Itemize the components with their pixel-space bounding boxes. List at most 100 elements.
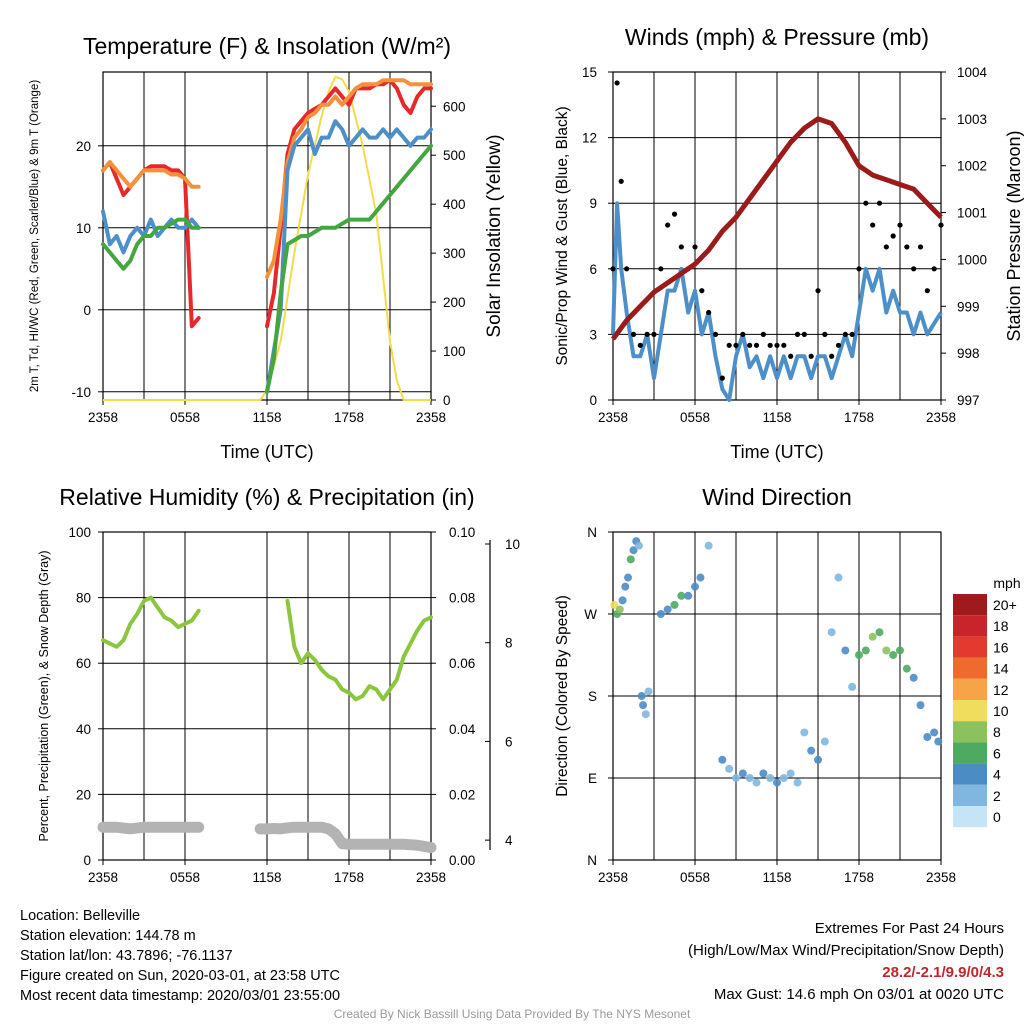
y-tick-label: 0 xyxy=(83,853,91,868)
direction-point xyxy=(841,646,850,655)
x-axis-title: Time (UTC) xyxy=(730,442,823,462)
y-axis-title: Sonic/Prop Wind & Gust (Blue, Black) xyxy=(554,106,571,365)
gust-point xyxy=(767,342,773,348)
direction-point xyxy=(896,646,904,655)
direction-point xyxy=(786,769,795,778)
direction-point xyxy=(889,651,898,659)
gust-point xyxy=(747,342,753,348)
x-tick-label: 1758 xyxy=(334,410,364,425)
y-tick-label: N xyxy=(587,525,597,540)
y-tick-label: 0 xyxy=(589,393,597,408)
legend-swatch xyxy=(953,678,987,700)
y-tick-label: 100 xyxy=(68,525,91,540)
direction-point xyxy=(615,605,624,614)
y-tick-label: 15 xyxy=(582,65,597,80)
y2-axis-title: Station Pressure (Maroon) xyxy=(1004,130,1024,341)
direction-point xyxy=(670,600,679,609)
extremes-values: 28.2/-2.1/9.9/0/4.3 xyxy=(882,964,1004,981)
y2-tick-label: 1003 xyxy=(957,112,987,127)
created-text: Figure created on Sun, 2020-03-01, at 23… xyxy=(20,968,340,984)
direction-point xyxy=(691,582,699,591)
extremes-subtitle: (High/Low/Max Wind/Precipitation/Snow De… xyxy=(688,942,1004,959)
y-tick-label: W xyxy=(584,607,597,622)
y2-tick-label: 1004 xyxy=(957,65,988,80)
gust-point xyxy=(876,200,883,206)
legend-label: 6 xyxy=(993,745,1001,761)
gust-point xyxy=(856,266,862,272)
direction-point xyxy=(684,591,693,600)
direction-point xyxy=(848,682,857,691)
y2-tick-label: 0 xyxy=(443,393,451,408)
gust-point xyxy=(733,342,739,348)
gust-point xyxy=(904,244,910,250)
gust-point xyxy=(938,222,944,228)
temp-series-line xyxy=(265,119,433,394)
location-text: Location: Belleville xyxy=(20,908,141,924)
y2-tick-label: 1001 xyxy=(957,206,987,221)
direction-point xyxy=(752,778,761,787)
direction-point xyxy=(868,632,877,641)
credit-text: Created By Nick Bassill Using Data Provi… xyxy=(333,1007,691,1021)
legend-label: 18 xyxy=(993,618,1009,634)
y-tick-label: 20 xyxy=(76,139,91,154)
y2-tick-label: 400 xyxy=(443,197,466,212)
y2-tick-label: 200 xyxy=(443,295,466,310)
x-tick-label: 2358 xyxy=(416,410,446,425)
direction-point xyxy=(820,737,829,746)
y3-tick-label: 4 xyxy=(505,833,513,848)
gust-point xyxy=(678,244,684,250)
direction-point xyxy=(766,774,775,782)
legend-swatch xyxy=(953,594,987,616)
direction-point xyxy=(793,778,802,787)
legend-swatch xyxy=(953,700,987,722)
legend-swatch xyxy=(953,763,987,785)
x-tick-label: 0558 xyxy=(170,870,200,885)
y-axis-title: Percent, Precipitation (Green), & Snow D… xyxy=(37,550,51,841)
x-tick-label: 2358 xyxy=(88,870,118,885)
legend-label: 0 xyxy=(993,809,1001,825)
latlon-text: Station lat/lon: 43.7896; -76.1137 xyxy=(20,948,233,964)
legend-swatch xyxy=(953,784,987,806)
direction-point xyxy=(779,774,788,782)
gust-point xyxy=(788,353,794,359)
direction-point xyxy=(634,541,643,550)
x-tick-label: 1158 xyxy=(252,870,281,885)
y-tick-label: 12 xyxy=(582,131,597,146)
x-axis-title: Time (UTC) xyxy=(220,442,313,462)
temp-series-line xyxy=(265,78,433,279)
legend-title: mph xyxy=(993,575,1020,591)
rh-series-line xyxy=(97,821,205,835)
gust-point xyxy=(740,331,746,337)
rh-series-line xyxy=(285,598,433,702)
direction-point xyxy=(624,573,633,582)
gust-point xyxy=(849,331,855,337)
y3-tick-label: 6 xyxy=(505,734,513,749)
gust-point xyxy=(931,266,937,272)
direction-point xyxy=(923,733,932,741)
y-axis-title: Direction (Colored By Speed) xyxy=(554,595,571,797)
direction-point xyxy=(637,692,646,700)
recent-text: Most recent data timestamp: 2020/03/01 2… xyxy=(20,988,341,1004)
direction-point xyxy=(814,755,822,764)
y2-tick-label: 0.02 xyxy=(449,787,475,802)
y-tick-label: N xyxy=(587,853,597,868)
direction-point xyxy=(773,778,781,787)
direction-point xyxy=(618,596,627,605)
x-tick-label: 2358 xyxy=(598,870,628,885)
x-tick-label: 2358 xyxy=(416,870,446,885)
legend-label: 2 xyxy=(993,788,1001,804)
gust-point xyxy=(781,342,787,348)
y2-tick-label: 1002 xyxy=(957,159,987,174)
y2-tick-label: 600 xyxy=(443,99,466,114)
direction-point xyxy=(745,774,754,782)
panel-title: Temperature (F) & Insolation (W/m²) xyxy=(83,33,451,59)
gust-point xyxy=(815,288,821,294)
x-tick-label: 0558 xyxy=(170,410,200,425)
wind-line xyxy=(611,201,943,402)
direction-point xyxy=(916,701,925,710)
x-tick-label: 2358 xyxy=(926,410,956,425)
direction-point xyxy=(677,591,686,600)
direction-point xyxy=(855,651,863,659)
gust-point xyxy=(774,342,780,348)
